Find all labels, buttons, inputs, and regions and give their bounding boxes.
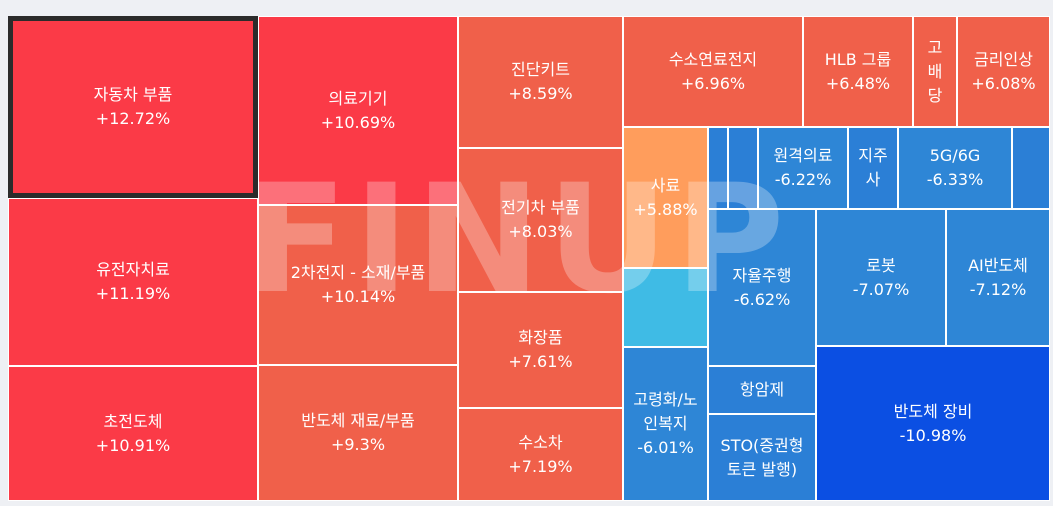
treemap-tile[interactable]: HLB 그룹 +6.48% <box>803 16 913 127</box>
treemap-tile[interactable]: AI반도체 -7.12% <box>946 209 1050 346</box>
treemap-tile[interactable]: 반도체 장비 -10.98% <box>816 346 1050 501</box>
tile-label: 수소연료전지 <box>668 49 758 69</box>
tile-label: 원격의료 <box>773 146 833 165</box>
tile-label: 유전자치료 <box>96 260 170 279</box>
tile-value: +10.91% <box>95 435 171 455</box>
treemap-tile[interactable]: 의료기기 +10.69% <box>258 16 458 205</box>
tile-label: 반도체 장비 <box>893 401 973 421</box>
tile-label: 반도체 재료/부품 <box>301 411 415 430</box>
treemap-tile[interactable]: 5G/6G -6.33% <box>898 127 1012 209</box>
treemap-tile[interactable] <box>728 127 758 209</box>
tile-value: +7.61% <box>508 352 573 371</box>
tile-value: +12.72% <box>95 109 171 128</box>
treemap-tile[interactable] <box>623 268 708 347</box>
tile-label: 지주 사 <box>858 146 888 189</box>
tile-value: +8.59% <box>508 84 573 103</box>
tile-value: -6.62% <box>733 289 791 309</box>
treemap-tile[interactable]: 초전도체 +10.91% <box>8 366 258 501</box>
tile-label: 전기차 부품 <box>501 198 580 217</box>
tile-value: +6.08% <box>971 73 1036 93</box>
tile-value: +7.19% <box>508 456 573 476</box>
treemap-tile[interactable]: 로봇 -7.07% <box>816 209 946 346</box>
tile-label: 진단키트 <box>511 60 570 79</box>
treemap-tile[interactable] <box>1012 127 1050 209</box>
tile-label: 수소차 <box>518 432 563 452</box>
tile-label: 항암제 <box>739 380 785 399</box>
tile-value: +6.48% <box>825 73 891 93</box>
tile-label: STO(증권형 토큰 발행) <box>720 435 804 479</box>
tile-value: +10.14% <box>320 287 396 306</box>
treemap-tile[interactable]: 항암제 <box>708 366 816 414</box>
treemap-tile[interactable]: 수소연료전지 +6.96% <box>623 16 803 127</box>
tile-label: 5G/6G <box>929 146 981 165</box>
tile-label: 자동차 부품 <box>93 85 173 104</box>
treemap-tile[interactable]: 금리인상 +6.08% <box>957 16 1050 127</box>
tile-value: +5.88% <box>633 199 698 219</box>
tile-label: 금리인상 <box>974 49 1033 69</box>
tile-label: HLB 그룹 <box>824 49 892 69</box>
treemap-tile[interactable]: 반도체 재료/부품 +9.3% <box>258 365 458 501</box>
treemap-tile[interactable] <box>708 127 728 209</box>
treemap-tile[interactable]: 원격의료 -6.22% <box>758 127 848 209</box>
tile-label: AI반도체 <box>968 255 1028 275</box>
tile-value: -10.98% <box>899 425 967 445</box>
tile-label: 화장품 <box>518 328 563 347</box>
tile-label: 로봇 <box>866 255 896 275</box>
tile-value: -6.33% <box>926 170 984 189</box>
treemap-tile[interactable]: 고령화/노 인복지 -6.01% <box>623 347 708 501</box>
tile-label: 2차전지 - 소재/부품 <box>290 263 426 282</box>
tile-value: +9.3% <box>330 435 386 454</box>
tile-value: -7.12% <box>969 279 1027 299</box>
treemap-tile[interactable]: 수소차 +7.19% <box>458 408 623 501</box>
treemap-tile[interactable]: 지주 사 <box>848 127 898 209</box>
tile-value: +11.19% <box>95 284 171 303</box>
treemap-tile[interactable]: 사료 +5.88% <box>623 127 708 268</box>
treemap-tile[interactable]: 진단키트 +8.59% <box>458 16 623 148</box>
treemap-tile[interactable]: 고 배 당 <box>913 16 957 127</box>
tile-label: 초전도체 <box>103 411 163 431</box>
tile-label: 고 배 당 <box>927 37 943 105</box>
tile-value: +10.69% <box>320 112 396 132</box>
tile-value: -6.01% <box>637 438 694 457</box>
tile-label: 사료 <box>650 175 681 195</box>
treemap-tile[interactable]: 유전자치료 +11.19% <box>8 198 258 366</box>
treemap-tile[interactable]: 전기차 부품 +8.03% <box>458 148 623 292</box>
tile-value: -7.07% <box>852 279 910 299</box>
tile-value: -6.22% <box>774 170 832 189</box>
treemap-tile[interactable]: 자동차 부품 +12.72% <box>8 16 258 198</box>
tile-label: 자율주행 <box>732 265 792 285</box>
treemap-tile[interactable]: 화장품 +7.61% <box>458 292 623 408</box>
tile-value: +6.96% <box>680 73 746 93</box>
tile-label: 의료기기 <box>328 88 388 108</box>
tile-label: 고령화/노 인복지 <box>633 390 698 433</box>
treemap-tile[interactable]: 자율주행 -6.62% <box>708 209 816 366</box>
treemap-tile[interactable]: STO(증권형 토큰 발행) <box>708 414 816 501</box>
treemap-tile[interactable]: 2차전지 - 소재/부품 +10.14% <box>258 205 458 365</box>
tile-value: +8.03% <box>508 222 573 241</box>
